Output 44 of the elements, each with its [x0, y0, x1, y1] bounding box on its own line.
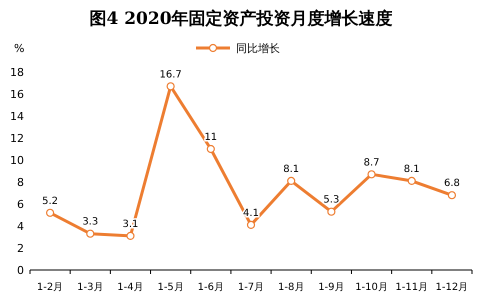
y-tick-label: 12: [10, 132, 24, 145]
point: [367, 170, 376, 178]
data-label: 3.3: [82, 216, 98, 228]
data-label: 6.8: [444, 178, 460, 190]
x-tick-label: 1-12月: [436, 282, 468, 293]
data-label: 5.3: [323, 194, 340, 206]
point: [246, 220, 256, 229]
x-tick-label: 1-8月: [278, 282, 304, 293]
y-tick-label: 8: [17, 176, 24, 189]
data-label: 5.2: [42, 196, 58, 207]
point: [206, 144, 215, 154]
point: [126, 232, 135, 240]
x-tick-label: 1-5月: [157, 282, 184, 293]
data-label: 8.7: [364, 157, 380, 168]
x-tick-label: 1-4月: [117, 282, 144, 293]
chart-title: 图4 2020年固定资产投资月度增长速度: [89, 9, 393, 29]
point: [287, 176, 296, 185]
y-tick-label: 18: [10, 66, 24, 79]
x-tick-label: 1-3月: [77, 282, 104, 293]
y-tick-label: 14: [10, 110, 24, 123]
y-tick-label: 4: [17, 220, 24, 233]
y-tick-label: 2: [17, 242, 24, 255]
data-label: 8.1: [404, 164, 420, 175]
data-label: 8.1: [283, 164, 300, 175]
x-tick-label: 1-2月: [36, 282, 64, 293]
point: [408, 176, 416, 185]
y-tick-label: 10: [10, 154, 24, 167]
point: [327, 208, 336, 216]
x-tick-label: 1-11月: [395, 282, 428, 293]
point: [46, 208, 54, 217]
x-tick-label: 1-9月: [318, 282, 345, 293]
legend-label: 同比增长: [236, 42, 280, 55]
y-tick-label: 6: [17, 198, 24, 211]
y-tick-label: 0: [17, 264, 24, 277]
point: [166, 82, 175, 90]
point: [86, 230, 94, 238]
data-label: 11: [204, 132, 218, 143]
x-tick-label: 1-10月: [355, 282, 388, 293]
x-tick-label: 1-7月: [238, 282, 264, 293]
point: [448, 191, 456, 200]
y-tick-label: 16: [10, 88, 24, 101]
data-label: 16.7: [160, 69, 182, 80]
x-tick-label: 1-6月: [198, 282, 224, 293]
y-axis-title: %: [14, 42, 24, 55]
